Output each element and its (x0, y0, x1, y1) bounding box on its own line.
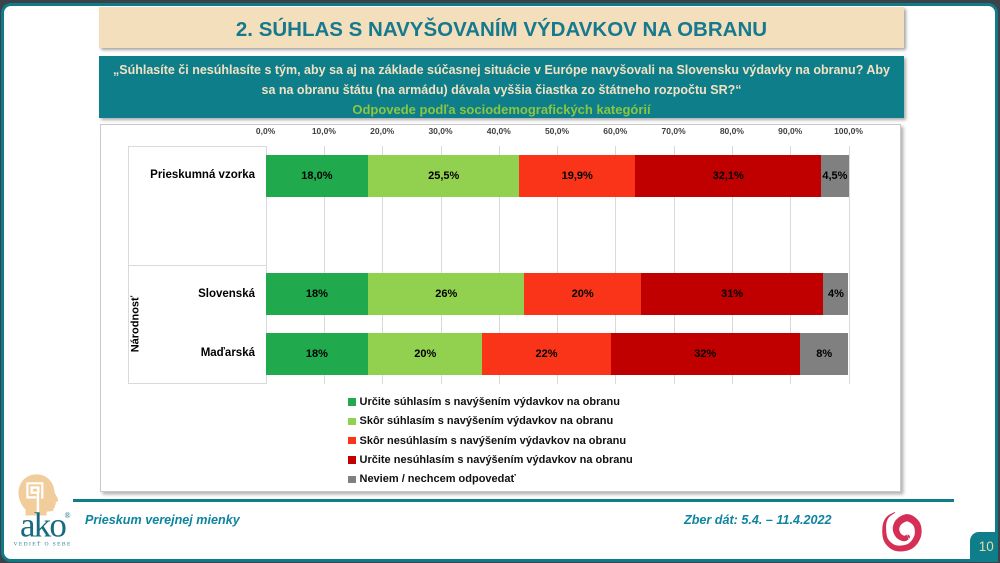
svg-text:®: ® (65, 511, 71, 520)
svg-text:VEDIEŤ O SEBE: VEDIEŤ O SEBE (14, 540, 72, 548)
svg-text:ako: ako (20, 506, 66, 545)
